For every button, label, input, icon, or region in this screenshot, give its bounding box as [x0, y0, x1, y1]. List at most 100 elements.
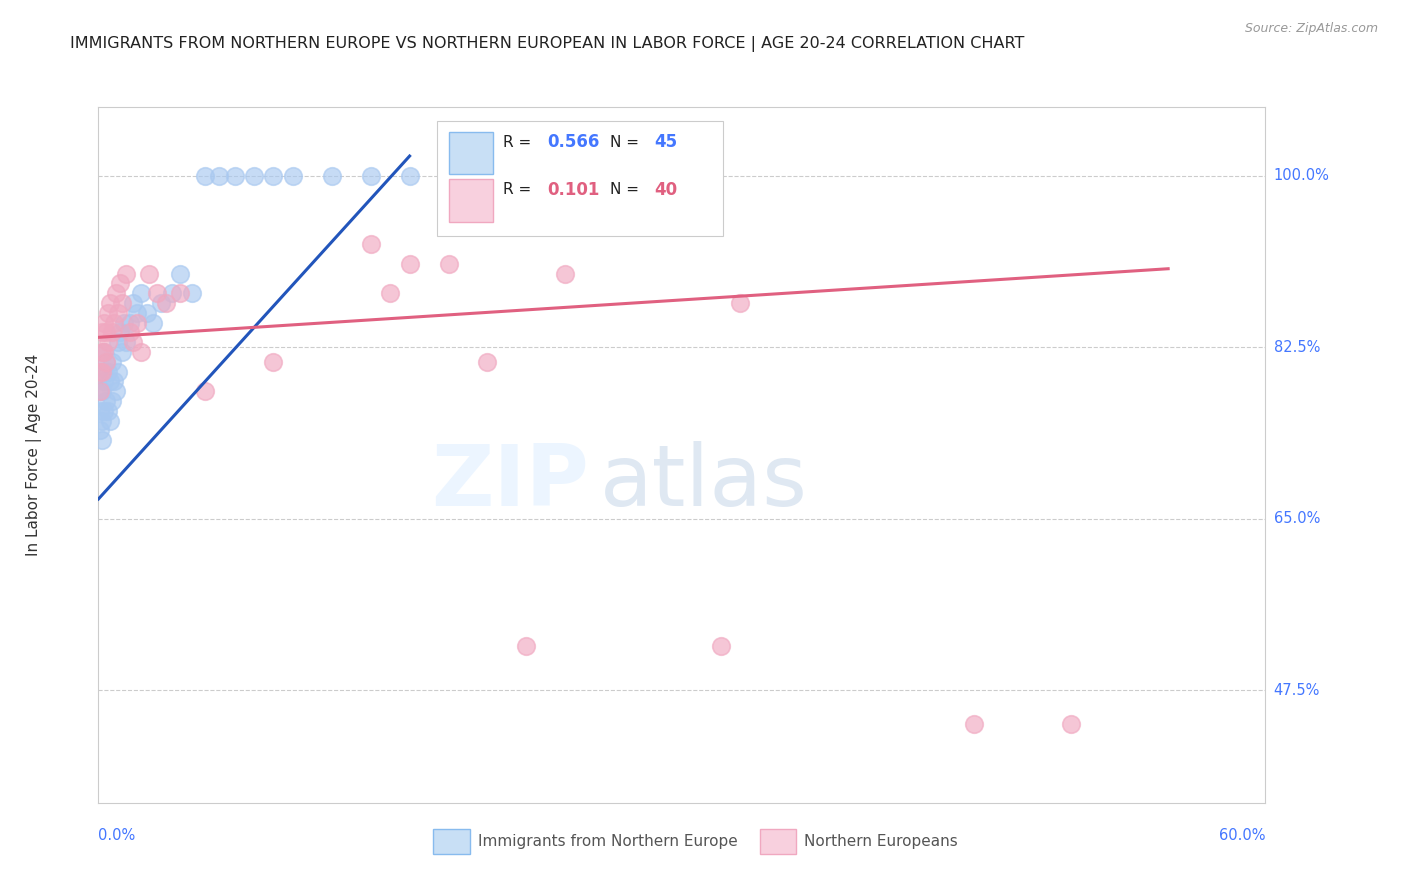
Point — [162, 286, 184, 301]
Text: N =: N = — [610, 182, 644, 197]
Text: 40: 40 — [654, 181, 678, 199]
Point — [208, 169, 231, 183]
Text: N =: N = — [610, 135, 644, 150]
Point — [96, 355, 118, 369]
Text: ZIP: ZIP — [430, 442, 589, 524]
Point — [96, 326, 118, 340]
Point — [515, 639, 537, 653]
Point — [93, 316, 115, 330]
Point — [104, 384, 127, 399]
Point — [129, 286, 152, 301]
Text: 65.0%: 65.0% — [1274, 511, 1320, 526]
Point — [114, 335, 136, 350]
Point — [98, 414, 121, 428]
Point — [378, 286, 402, 301]
Point — [477, 355, 499, 369]
Point — [111, 296, 134, 310]
Point — [127, 306, 149, 320]
FancyBboxPatch shape — [449, 132, 494, 174]
Text: Immigrants from Northern Europe: Immigrants from Northern Europe — [478, 833, 737, 848]
Point — [122, 335, 145, 350]
Point — [91, 365, 114, 379]
Point — [97, 404, 120, 418]
Point — [104, 286, 127, 301]
Point — [91, 414, 114, 428]
Point — [103, 316, 125, 330]
Point — [97, 306, 120, 320]
Point — [89, 424, 111, 438]
Text: IMMIGRANTS FROM NORTHERN EUROPE VS NORTHERN EUROPEAN IN LABOR FORCE | AGE 20-24 : IMMIGRANTS FROM NORTHERN EUROPE VS NORTH… — [70, 36, 1025, 52]
Point — [91, 326, 114, 340]
Point — [169, 267, 191, 281]
Point — [96, 355, 118, 369]
Point — [101, 394, 124, 409]
Point — [98, 375, 121, 389]
Point — [554, 267, 576, 281]
Point — [91, 434, 114, 448]
Point — [98, 296, 121, 310]
Text: R =: R = — [503, 135, 537, 150]
Text: 47.5%: 47.5% — [1274, 682, 1320, 698]
Point — [97, 335, 120, 350]
Point — [107, 365, 129, 379]
Text: 45: 45 — [654, 134, 678, 152]
Point — [114, 267, 136, 281]
Point — [243, 169, 266, 183]
Point — [136, 306, 159, 320]
Text: 82.5%: 82.5% — [1274, 340, 1320, 355]
Point — [91, 384, 114, 399]
Text: 60.0%: 60.0% — [1219, 828, 1265, 843]
Point — [138, 267, 160, 281]
Point — [112, 316, 135, 330]
Point — [398, 169, 420, 183]
Point — [89, 365, 111, 379]
Point — [89, 384, 111, 399]
Point — [91, 345, 114, 359]
Point — [321, 169, 343, 183]
Point — [89, 404, 111, 418]
Point — [194, 384, 217, 399]
Text: 100.0%: 100.0% — [1274, 168, 1330, 183]
Point — [118, 316, 141, 330]
Point — [262, 355, 284, 369]
Text: In Labor Force | Age 20-24: In Labor Force | Age 20-24 — [27, 354, 42, 556]
Point — [169, 286, 191, 301]
Text: 0.0%: 0.0% — [98, 828, 135, 843]
Point — [224, 169, 246, 183]
Point — [107, 335, 129, 350]
Point — [108, 277, 131, 291]
Point — [93, 345, 115, 359]
Point — [93, 404, 115, 418]
Point — [91, 365, 114, 379]
Point — [155, 296, 177, 310]
Text: Source: ZipAtlas.com: Source: ZipAtlas.com — [1244, 22, 1378, 36]
Point — [360, 237, 382, 252]
Text: Northern Europeans: Northern Europeans — [804, 833, 959, 848]
Point — [962, 717, 984, 731]
Point — [281, 169, 304, 183]
Point — [118, 326, 141, 340]
Point — [262, 169, 284, 183]
Point — [146, 286, 169, 301]
FancyBboxPatch shape — [761, 829, 796, 854]
Point — [111, 345, 134, 359]
Point — [101, 326, 124, 340]
Point — [710, 639, 733, 653]
Text: 0.566: 0.566 — [548, 134, 600, 152]
Text: 0.101: 0.101 — [548, 181, 600, 199]
Point — [93, 375, 115, 389]
Text: R =: R = — [503, 182, 537, 197]
FancyBboxPatch shape — [437, 121, 723, 235]
Point — [103, 375, 125, 389]
Point — [89, 384, 111, 399]
Point — [398, 257, 420, 271]
Point — [129, 345, 152, 359]
FancyBboxPatch shape — [449, 179, 494, 221]
Point — [127, 316, 149, 330]
Point — [180, 286, 202, 301]
Point — [1060, 717, 1083, 731]
Point — [107, 306, 129, 320]
Point — [194, 169, 217, 183]
Text: atlas: atlas — [600, 442, 808, 524]
Point — [149, 296, 172, 310]
